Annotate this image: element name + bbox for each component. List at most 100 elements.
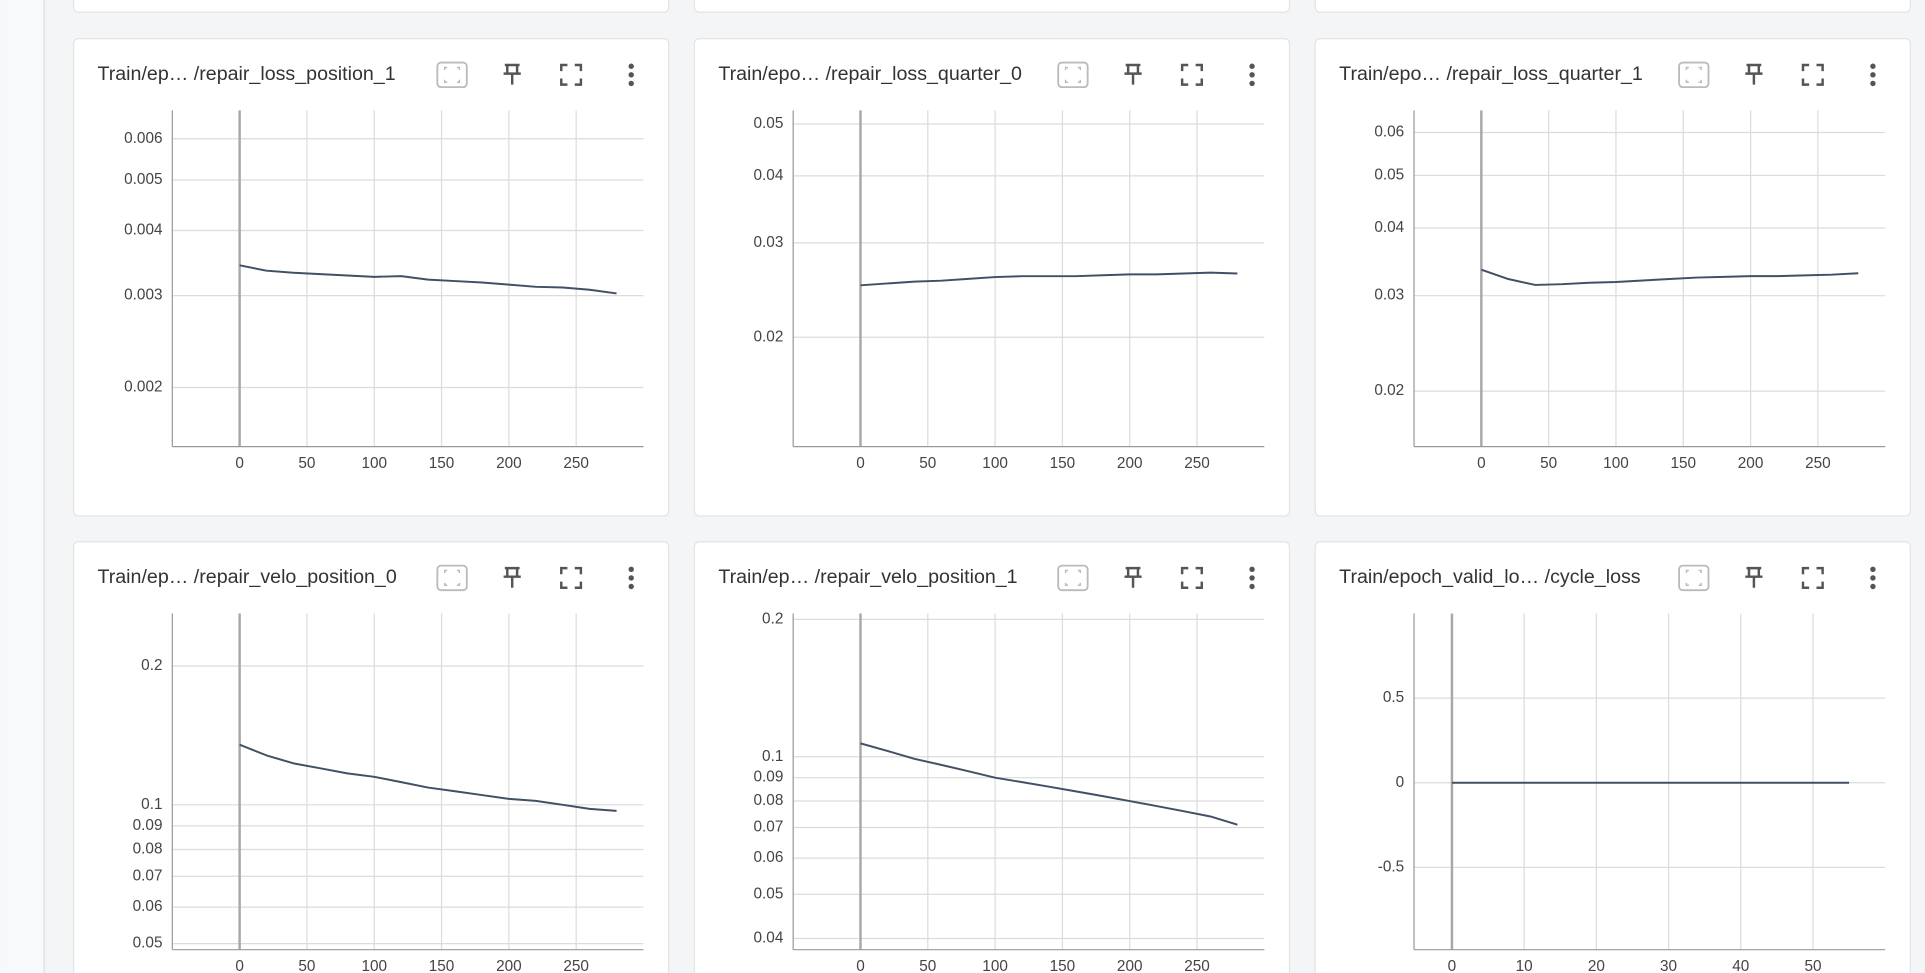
- x-tick-label: 250: [1184, 455, 1210, 472]
- x-tick-label: 100: [361, 455, 387, 472]
- icon: [1249, 583, 1255, 590]
- chart-card: Train/epo… /repair_loss_quarter_1 0.02 0.0…: [1314, 38, 1911, 517]
- y-tick-label: -0.5: [1378, 858, 1404, 875]
- x-tick-label: 50: [919, 455, 936, 472]
- icon: [628, 72, 634, 78]
- icon: [1124, 63, 1142, 85]
- y-tick-label: 0.2: [141, 657, 162, 674]
- fullscreen-button[interactable]: [560, 63, 583, 86]
- icon: [1870, 80, 1876, 87]
- y-tick-label: 0.05: [133, 935, 163, 952]
- chart-card: Train/ep… /repair_velo_position_1 0.04 0.0…: [693, 541, 1291, 973]
- pin-button[interactable]: [1124, 63, 1142, 85]
- icon: [1685, 66, 1702, 83]
- icon: [1249, 575, 1255, 581]
- icon: [1801, 63, 1824, 86]
- x-tick-label: 250: [563, 958, 589, 973]
- data-line: [239, 743, 617, 812]
- y-tick-label: 0.08: [754, 792, 784, 809]
- y-tick-label: 0.1: [762, 748, 783, 765]
- pin-button[interactable]: [1745, 566, 1763, 588]
- icon: [1745, 566, 1763, 588]
- icon: [1249, 72, 1255, 78]
- pin-button[interactable]: [503, 63, 521, 85]
- icon: [560, 566, 583, 589]
- x-tick-label: 200: [496, 455, 522, 472]
- y-tick-label: 0.002: [124, 379, 162, 396]
- y-tick-label: 0: [1396, 774, 1405, 791]
- y-tick-label: 0.1: [141, 796, 162, 813]
- chart-card: Train/ep… /repair_loss_position_1 0.002 0.…: [72, 38, 670, 517]
- chart-card: Train/epo… /repair_loss_quarter_0 0.02 0.0…: [693, 38, 1291, 517]
- icon: [1801, 566, 1824, 589]
- icon: [1064, 569, 1082, 587]
- y-tick-label: 0.04: [754, 167, 784, 184]
- y-tick-label: 0.06: [133, 898, 163, 915]
- fullscreen-button[interactable]: [1801, 63, 1824, 86]
- x-tick-label: 200: [1117, 958, 1143, 973]
- fit-domain-button[interactable]: [436, 61, 468, 89]
- icon: [443, 66, 461, 83]
- card: [72, 541, 670, 973]
- fullscreen-button[interactable]: [560, 566, 583, 589]
- data-line: [1481, 268, 1859, 286]
- x-tick-label: 0: [235, 455, 244, 472]
- more-menu-button[interactable]: [1870, 566, 1876, 590]
- more-menu-button[interactable]: [628, 63, 634, 87]
- x-tick-label: 100: [361, 958, 387, 973]
- more-menu-button[interactable]: [1249, 63, 1255, 87]
- icon: [1064, 66, 1082, 83]
- pin-button[interactable]: [1745, 63, 1763, 85]
- y-tick-label: 0.006: [124, 130, 162, 147]
- more-menu-button[interactable]: [628, 566, 634, 590]
- icon: [1180, 566, 1203, 589]
- chart-title: Train/ep… /repair_velo_position_0: [97, 566, 396, 588]
- icon: [1678, 564, 1710, 592]
- icon: [1249, 63, 1255, 69]
- data-line: [860, 742, 1238, 826]
- y-tick-label: 0.08: [133, 841, 163, 858]
- fullscreen-button[interactable]: [1180, 63, 1203, 86]
- y-tick-label: 0.02: [1374, 382, 1404, 399]
- x-tick-label: 20: [1588, 958, 1605, 973]
- x-tick-label: 50: [919, 958, 936, 973]
- more-menu-button[interactable]: [1249, 566, 1255, 590]
- icon: [1870, 566, 1876, 573]
- fit-domain-button[interactable]: [1057, 564, 1089, 592]
- chart-title: Train/ep… /repair_velo_position_1: [718, 566, 1017, 588]
- chart-card: Train/epoch_valid_lo… /cycle_loss -0.5 0 0.…: [1314, 541, 1911, 973]
- fit-domain-button[interactable]: [436, 564, 468, 592]
- fullscreen-button[interactable]: [1801, 566, 1824, 589]
- y-tick-label: 0.09: [754, 769, 784, 786]
- fit-domain-button[interactable]: [1057, 61, 1089, 89]
- fit-domain-button[interactable]: [1678, 61, 1710, 89]
- sidebar: [0, 0, 44, 973]
- x-tick-label: 200: [1738, 455, 1764, 472]
- y-tick-label: 0.05: [1374, 166, 1404, 183]
- icon: [436, 61, 468, 89]
- fullscreen-button[interactable]: [1180, 566, 1203, 589]
- more-menu-button[interactable]: [1870, 63, 1876, 87]
- y-tick-label: 0.06: [754, 849, 784, 866]
- pin-button[interactable]: [503, 566, 521, 588]
- x-tick-label: 50: [1540, 455, 1557, 472]
- icon: [1870, 63, 1876, 69]
- chart-title: Train/ep… /repair_loss_position_1: [97, 63, 395, 85]
- fit-domain-button[interactable]: [1678, 564, 1710, 592]
- icon: [503, 566, 521, 588]
- pin-button[interactable]: [1124, 566, 1142, 588]
- icon: [1685, 569, 1702, 587]
- y-tick-label: 0.004: [124, 222, 163, 239]
- x-tick-label: 100: [982, 455, 1008, 472]
- x-tick-label: 100: [982, 958, 1008, 973]
- x-tick-label: 250: [1805, 455, 1831, 472]
- chart-title: Train/epo… /repair_loss_quarter_1: [1339, 63, 1643, 85]
- icon: [1678, 61, 1710, 89]
- chart-title: Train/epoch_valid_lo… /cycle_loss: [1339, 566, 1641, 588]
- icon: [1180, 63, 1203, 86]
- x-tick-label: 0: [235, 958, 244, 973]
- x-tick-label: 250: [563, 455, 589, 472]
- card-partial: [72, 0, 670, 13]
